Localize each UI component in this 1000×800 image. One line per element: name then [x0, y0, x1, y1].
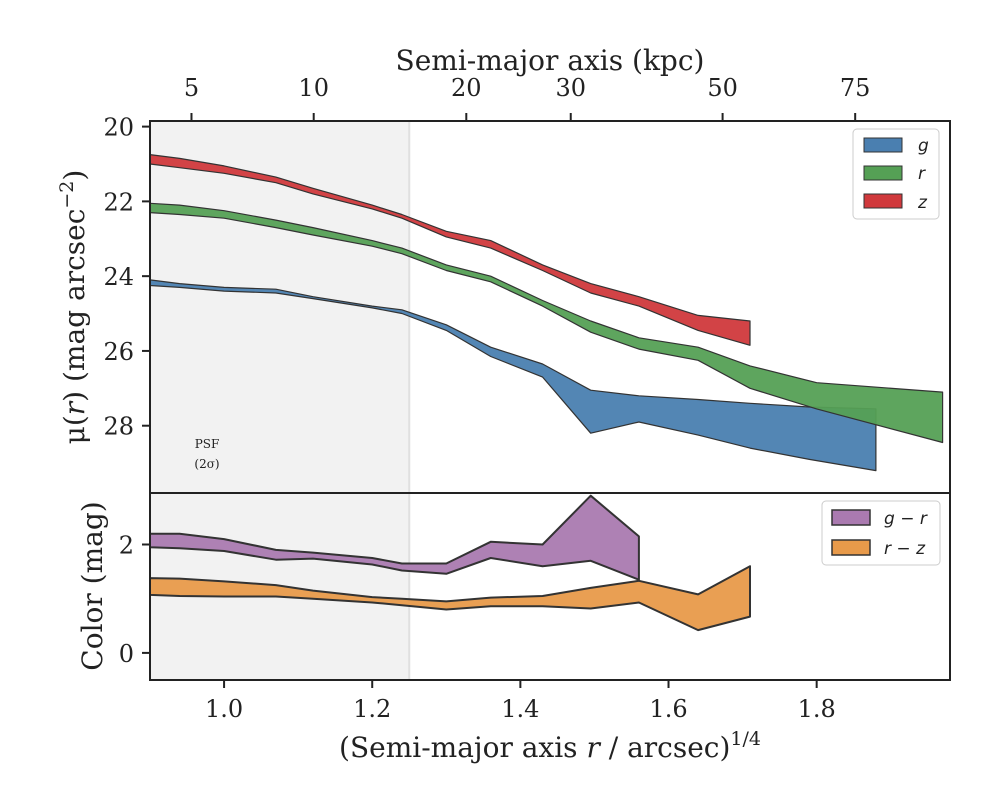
axis-ticks: 20 22 24 26 28 5 10 20 30 50 75 0 2 1.0 1.2 1.4 1.6 1.8: [103, 74, 870, 723]
y-tick-label-top: 22: [103, 188, 134, 216]
legend-label-r: r: [918, 164, 926, 184]
x-tick-label: 1.0: [205, 695, 243, 723]
y-label-mu: μ(: [58, 415, 91, 444]
legend-swatch-g: [863, 137, 903, 153]
color-bands: [149, 494, 751, 632]
x-tick-label: 1.4: [501, 695, 539, 723]
top-panel-y-label: μ(r) (mag arcsec−2): [56, 170, 91, 445]
y-label-exponent: −2: [56, 181, 78, 209]
band-g: [149, 279, 877, 472]
psf-label: PSF: [195, 437, 220, 451]
band-rz: [149, 565, 751, 632]
bottom-panel-y-label: Color (mag): [76, 501, 109, 670]
x-label-exponent: 1/4: [730, 728, 761, 750]
top-axis-tick-label: 10: [298, 74, 329, 102]
top-axis-tick-label: 20: [451, 74, 482, 102]
surface-brightness-bands: [149, 154, 944, 472]
y-label-r: r: [58, 400, 91, 415]
legend-label-r-minus-z: r − z: [884, 539, 926, 559]
top-axis-tick-label: 75: [840, 74, 871, 102]
x-tick-label: 1.6: [649, 695, 687, 723]
y-tick-label-bottom: 0: [119, 640, 134, 668]
x-label-post: / arcsec): [600, 731, 731, 764]
x-label-r: r: [586, 731, 601, 764]
y-label-rest: ) (mag arcsec: [58, 209, 91, 402]
top-axis-title: Semi-major axis (kpc): [396, 44, 705, 77]
band-gr: [149, 494, 640, 581]
y-tick-label-top: 24: [103, 263, 134, 291]
x-tick-label: 1.8: [798, 695, 836, 723]
psf-sigma-label: (2σ): [194, 457, 219, 471]
y-tick-label-bottom: 2: [119, 531, 134, 559]
top-axis-tick-label: 5: [184, 74, 199, 102]
legend-swatch-z: [863, 193, 903, 209]
top-axis-tick-label: 30: [555, 74, 586, 102]
band-r: [149, 202, 944, 444]
legend-label-z: z: [917, 193, 928, 213]
legend-top: g r z: [852, 128, 940, 220]
x-axis-label: (Semi-major axis r / arcsec)1/4: [339, 728, 761, 764]
legend-bottom: g − r r − z: [821, 500, 941, 566]
band-z: [149, 154, 751, 346]
top-axis-tick-label: 50: [707, 74, 738, 102]
legend-label-g-minus-r: g − r: [884, 509, 928, 529]
y-tick-label-top: 20: [103, 114, 134, 142]
x-label-pre: (Semi-major axis: [339, 731, 586, 764]
y-label-close: ): [58, 170, 91, 181]
y-tick-label-top: 26: [103, 338, 134, 366]
bottom-panel-frame: [149, 492, 951, 681]
legend-swatch-r-minus-z: [831, 539, 871, 556]
legend-swatch-r: [863, 165, 903, 181]
legend-swatch-g-minus-r: [831, 509, 871, 526]
x-tick-label: 1.2: [353, 695, 391, 723]
y-tick-label-top: 28: [103, 413, 134, 441]
legend-label-g: g: [918, 136, 929, 156]
